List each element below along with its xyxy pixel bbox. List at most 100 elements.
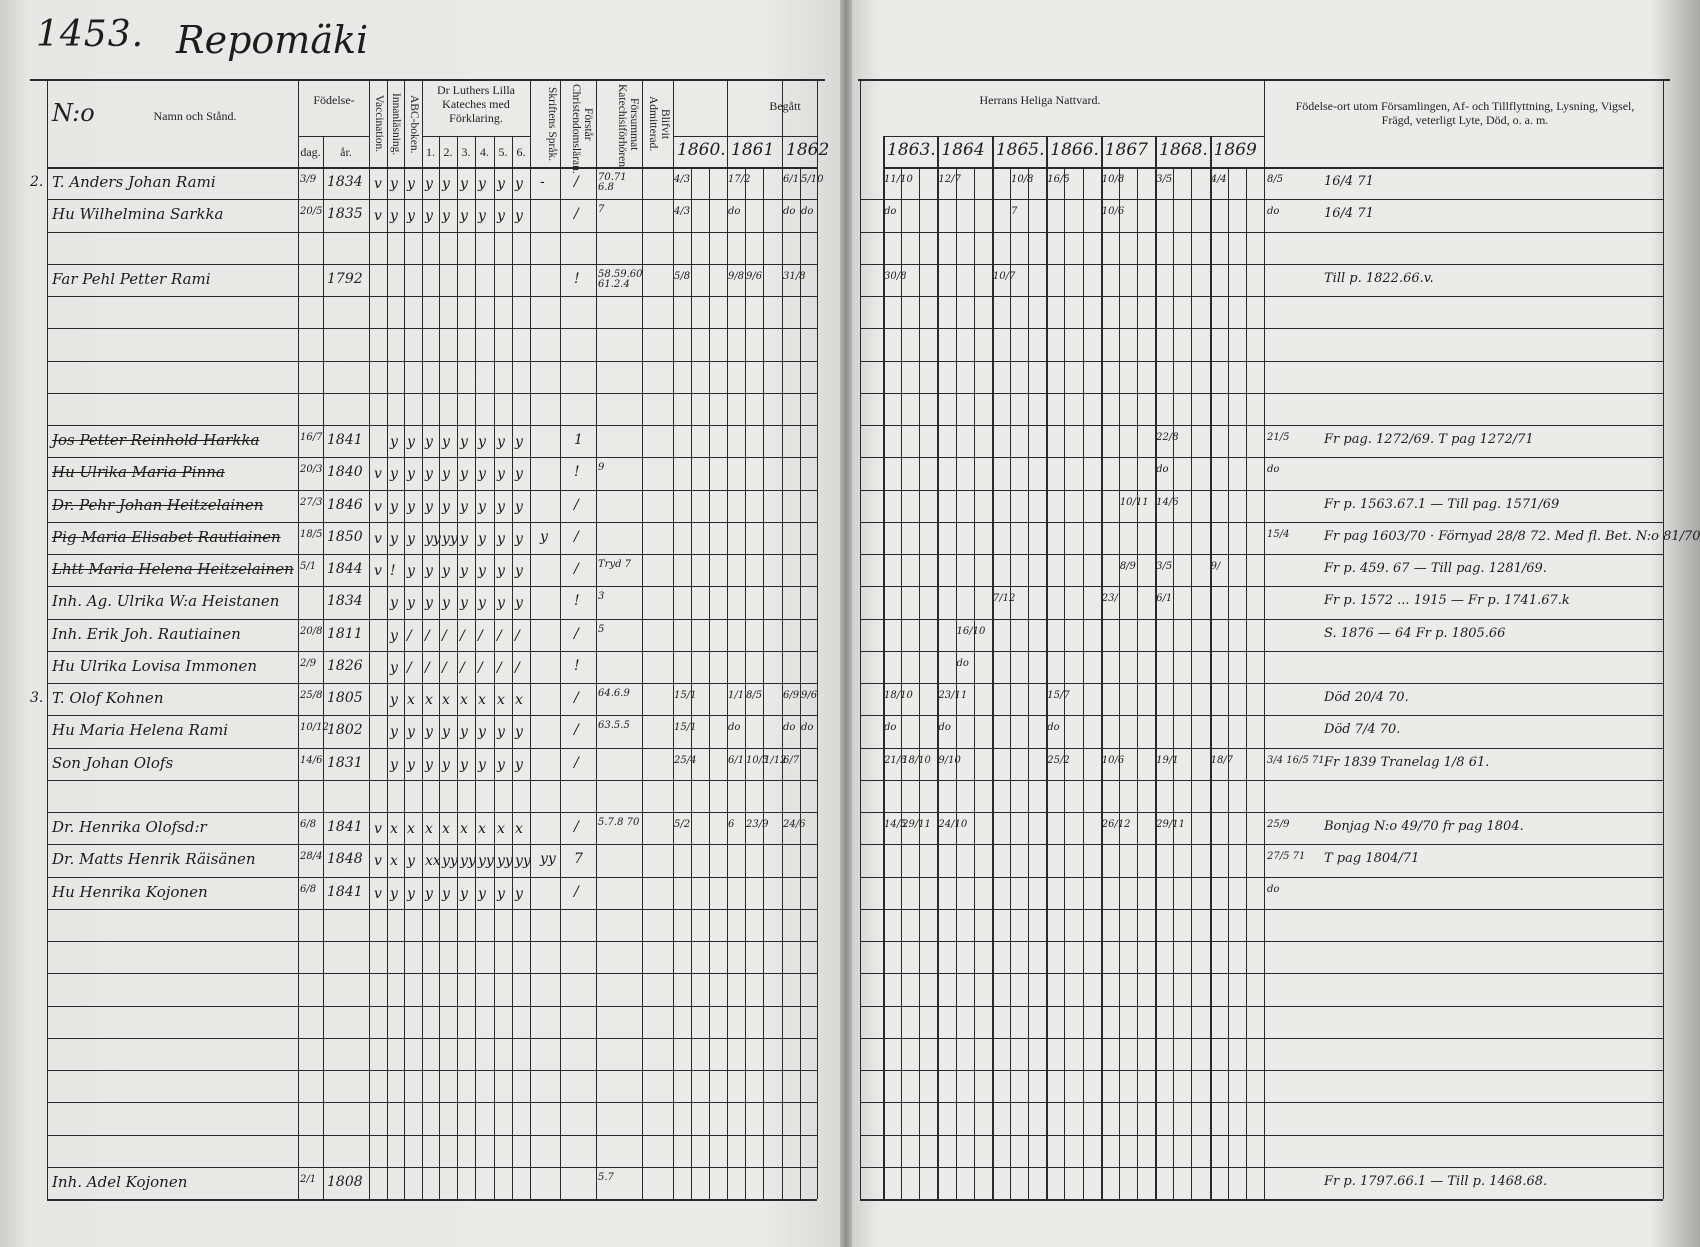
birth-year-header: år. bbox=[340, 145, 352, 159]
communion-date-1864: 16/10 bbox=[956, 625, 986, 637]
year-column-rule bbox=[1155, 136, 1158, 1199]
row-rule bbox=[47, 973, 817, 975]
person-name: Dr. Henrika Olofsd:r bbox=[52, 818, 207, 836]
birth-year: 1805 bbox=[327, 690, 363, 706]
forsummat-note: 5 bbox=[598, 623, 605, 635]
remark-date: 15/4 bbox=[1267, 528, 1290, 540]
reading-mark: y bbox=[460, 885, 468, 902]
row-rule bbox=[47, 231, 817, 233]
communion-date-1862: 24/6 bbox=[783, 819, 806, 830]
year-header-1869: 1869 bbox=[1213, 140, 1257, 160]
communion-date-1863: 18/10 bbox=[902, 754, 931, 766]
column-rule bbox=[642, 79, 643, 1199]
row-rule bbox=[860, 360, 1663, 362]
row-rule bbox=[860, 457, 1663, 459]
column-rule bbox=[457, 136, 458, 1199]
vaccination-mark: v bbox=[374, 466, 382, 483]
reading-mark: y bbox=[515, 885, 523, 902]
communion-date-1869: 4/4 bbox=[1210, 174, 1227, 185]
reading-mark: / bbox=[497, 659, 502, 676]
reading-mark: y bbox=[497, 563, 505, 579]
communion-date-1868: 29/11 bbox=[1156, 819, 1185, 830]
reading-mark: y bbox=[407, 563, 415, 579]
reading-mark: / bbox=[407, 627, 412, 644]
column-rule bbox=[475, 136, 476, 1199]
reading-mark: ! bbox=[390, 563, 396, 579]
birth-day: 3/9 bbox=[300, 174, 317, 185]
row-rule bbox=[860, 1102, 1663, 1104]
birth-day: 6/8 bbox=[300, 883, 317, 895]
communion-date-1866: 15/7 bbox=[1047, 690, 1070, 701]
vaccination-mark: v bbox=[374, 821, 382, 837]
forstar-mark: / bbox=[574, 819, 579, 835]
communion-date-1861: 23/9 bbox=[746, 819, 769, 830]
reading-mark: x bbox=[515, 692, 523, 708]
header-bottom-rule bbox=[47, 167, 817, 169]
reading-mark: y bbox=[442, 563, 450, 579]
reading-mark: y bbox=[460, 434, 468, 450]
birth-day: 27/3 bbox=[300, 496, 323, 508]
forstar-mark: / bbox=[574, 496, 579, 513]
reading-mark: y bbox=[478, 176, 486, 192]
column-rule bbox=[422, 79, 423, 1199]
column-rule bbox=[494, 136, 495, 1199]
reading-mark: yy bbox=[478, 853, 494, 870]
birth-day-header: dag. bbox=[300, 145, 321, 159]
row-rule bbox=[860, 328, 1663, 330]
birth-day: 20/5 bbox=[300, 206, 323, 218]
communion-date-1865: 7/12 bbox=[992, 593, 1016, 605]
reading-mark: y bbox=[478, 466, 486, 483]
row-rule bbox=[860, 1037, 1663, 1039]
remark-date: 21/5 bbox=[1267, 432, 1290, 443]
person-name: Inh. Ag. Ulrika W:a Heistanen bbox=[52, 592, 280, 611]
communion-date-1863: do bbox=[884, 206, 897, 218]
reading-mark: / bbox=[407, 659, 412, 676]
reading-mark: y bbox=[460, 530, 468, 547]
communion-date-1860: 5/8 bbox=[674, 270, 691, 282]
communion-date-1860: 4/3 bbox=[674, 174, 691, 185]
communion-date-1867: 10/6 bbox=[1101, 754, 1125, 766]
forsummat-note: 63.5.5 bbox=[598, 720, 630, 732]
reading-mark: y bbox=[425, 563, 433, 579]
communion-date-1867: 10/6 bbox=[1101, 206, 1125, 218]
book-gutter bbox=[840, 0, 852, 1247]
birth-day: 2/1 bbox=[300, 1173, 317, 1185]
catechism-part-5-header: 5. bbox=[498, 145, 508, 159]
catechism-part-2-header: 2. bbox=[443, 145, 453, 159]
communion-date-1864: 24/10 bbox=[938, 819, 968, 830]
person-name: T. Anders Johan Rami bbox=[52, 173, 216, 191]
birth-day: 20/8 bbox=[300, 625, 323, 637]
column-rule bbox=[369, 79, 370, 1199]
reading-mark: x bbox=[497, 692, 505, 708]
communion-date-1866: 25/2 bbox=[1047, 754, 1070, 766]
reading-mark: / bbox=[515, 627, 520, 644]
reading-mark: y bbox=[442, 466, 450, 483]
reading-mark: / bbox=[425, 627, 430, 644]
row-rule bbox=[860, 1070, 1663, 1071]
reading-mark: y bbox=[442, 434, 450, 450]
reading-mark: x bbox=[425, 692, 433, 708]
reading-mark: / bbox=[515, 659, 520, 676]
row-rule bbox=[860, 586, 1663, 588]
reading-mark: yy bbox=[515, 853, 531, 870]
remark-date: do bbox=[1267, 464, 1280, 476]
row-rule bbox=[860, 392, 1663, 394]
reading-mark: y bbox=[390, 756, 398, 773]
reading-mark: y bbox=[515, 434, 523, 450]
person-name: T. Olof Kohnen bbox=[52, 689, 164, 707]
communion-date-1865: 10/7 bbox=[992, 270, 1016, 282]
remark-date: 25/9 bbox=[1267, 819, 1290, 830]
row-number: 2. bbox=[30, 174, 44, 190]
reading-mark: y bbox=[407, 498, 415, 515]
remark-date: do bbox=[1267, 883, 1280, 895]
row-rule bbox=[860, 683, 1663, 684]
right-page bbox=[850, 0, 1700, 1247]
row-rule bbox=[860, 489, 1663, 491]
row-rule bbox=[860, 973, 1663, 975]
forsummat-note: 3 bbox=[598, 591, 605, 603]
reading-mark: y bbox=[407, 530, 415, 547]
column-rule bbox=[298, 79, 299, 1199]
year-header-1866: 1866. bbox=[1050, 140, 1099, 160]
person-name: Lhtt Maria Helena Heitzelainen bbox=[52, 560, 294, 578]
row-rule bbox=[860, 263, 1663, 265]
